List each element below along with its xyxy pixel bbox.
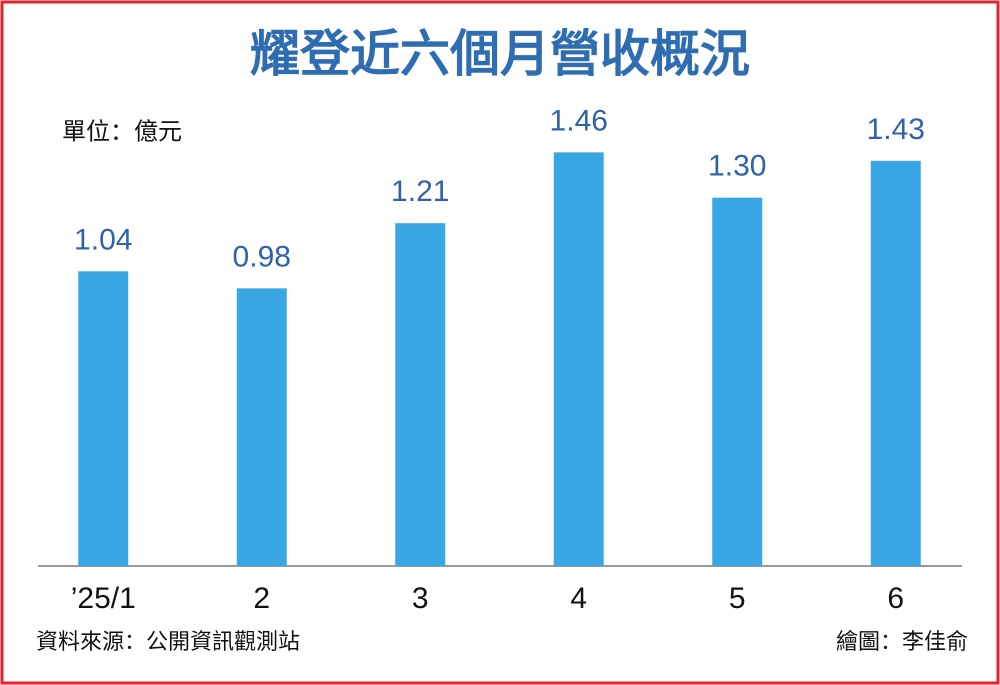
value-label: 1.46 xyxy=(550,104,608,137)
bar xyxy=(553,152,604,567)
x-tick-label: 6 xyxy=(887,582,904,615)
credit-note: 繪圖：李佳俞 xyxy=(836,629,968,654)
value-label: 0.98 xyxy=(233,240,291,273)
value-label: 1.30 xyxy=(708,150,766,183)
bar xyxy=(870,160,921,567)
value-label: 1.21 xyxy=(391,175,449,208)
chart-title: 耀登近六個月營收概況 xyxy=(250,26,750,82)
x-tick-label: 3 xyxy=(412,582,429,615)
value-label: 1.43 xyxy=(867,113,925,146)
x-tick-label: 5 xyxy=(729,582,746,615)
x-tick-label: 4 xyxy=(570,582,587,615)
bar xyxy=(236,288,287,566)
value-label: 1.04 xyxy=(74,223,132,256)
bar xyxy=(712,197,763,566)
bar xyxy=(78,271,129,566)
x-tick-label: ’25/1 xyxy=(71,582,136,615)
bar xyxy=(395,223,446,566)
source-note: 資料來源：公開資訊觀測站 xyxy=(36,629,300,654)
x-tick-label: 2 xyxy=(253,582,270,615)
unit-label: 單位：億元 xyxy=(62,118,182,145)
